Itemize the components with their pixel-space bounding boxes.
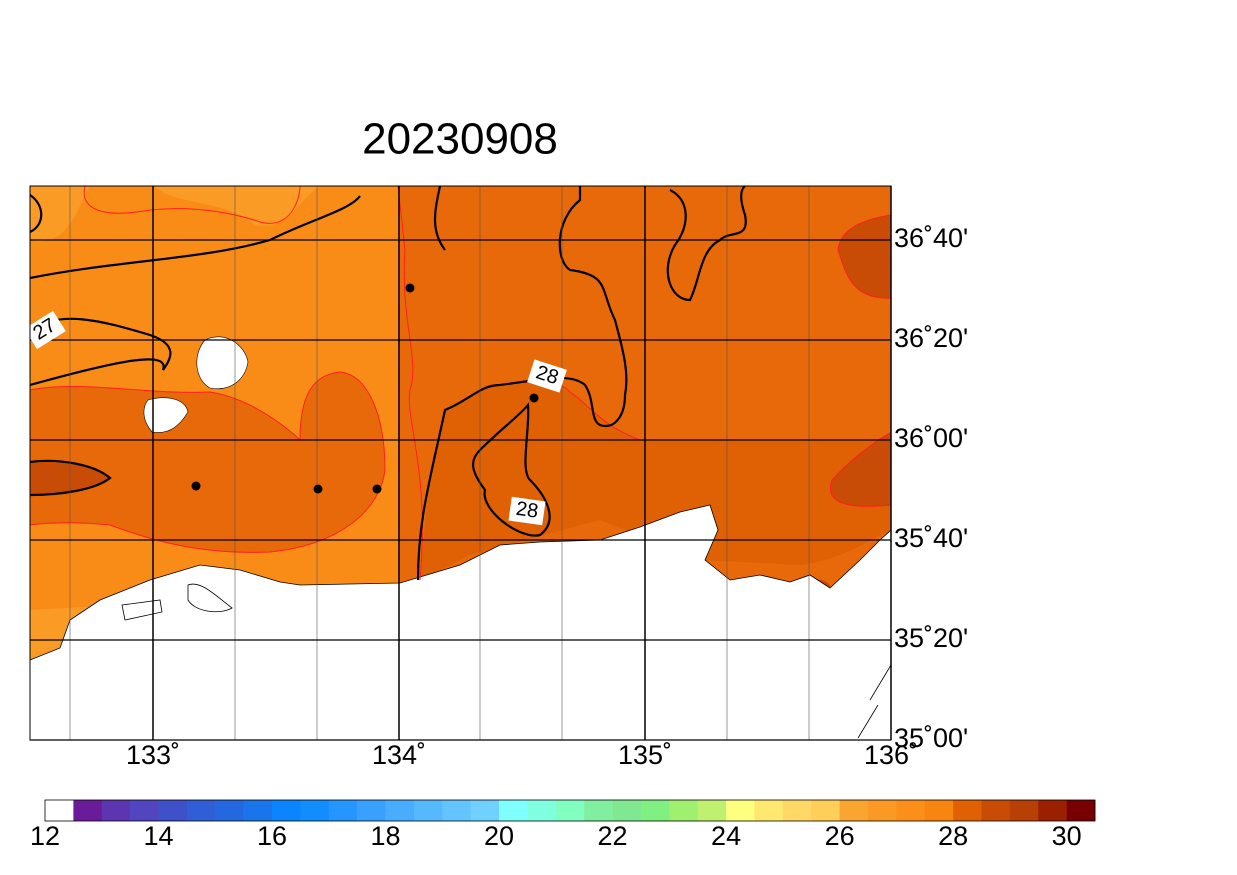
colorbar-box	[924, 800, 954, 821]
colorbar-label: 24	[711, 821, 741, 851]
colorbar-label: 12	[30, 821, 60, 851]
lat-tick-label: 35˚00'	[894, 723, 968, 753]
label-box	[508, 496, 546, 526]
title: 20230908	[362, 115, 558, 164]
colorbar-box	[669, 800, 699, 821]
coast-detail	[121, 583, 892, 739]
station	[405, 283, 415, 293]
label-box	[24, 310, 66, 350]
land	[29, 504, 892, 741]
colorbar-box	[73, 800, 103, 821]
contours	[29, 185, 892, 581]
colorbar-box	[612, 800, 642, 821]
colorbar-box	[726, 800, 755, 821]
field-warmer	[420, 381, 891, 580]
colorbar-box	[186, 800, 216, 821]
minor-grid	[69, 186, 810, 740]
colorbar-box	[981, 800, 1011, 821]
colorbar-box	[839, 800, 869, 821]
lon-tick-label: 135˚	[618, 740, 672, 770]
contour-label: 28	[527, 359, 567, 393]
colorbar-box	[215, 800, 244, 821]
colorbar-box	[385, 800, 415, 821]
colorbar-box	[754, 800, 784, 821]
colorbar-box	[782, 800, 812, 821]
colorbar-label: 30	[1052, 821, 1082, 851]
colorbar-box	[328, 800, 358, 821]
contour-black	[29, 185, 747, 581]
contour-label: 28	[508, 496, 546, 526]
colorbar-box	[1038, 800, 1067, 821]
lat-tick-label: 36˚20'	[894, 323, 968, 353]
colorbar-box	[357, 800, 386, 821]
colorbar-box	[272, 800, 301, 821]
colorbar-label: 18	[371, 821, 401, 851]
colorbar-label: 16	[257, 821, 287, 851]
contour-labels: 27 28 28	[24, 310, 567, 526]
lat-tick-label: 36˚00'	[894, 423, 968, 453]
colorbar-box	[953, 800, 982, 821]
colorbar-label: 22	[598, 821, 628, 851]
label-box	[527, 359, 567, 393]
colorbar-label: 20	[484, 821, 514, 851]
colorbar-frame	[44, 799, 1096, 822]
colorbar-box	[867, 800, 897, 821]
colorbar-box	[640, 800, 670, 821]
lon-tick-label: 133˚	[126, 740, 180, 770]
colorbar-box	[243, 800, 273, 821]
colorbar-box	[130, 800, 159, 821]
colorbar-box	[101, 800, 131, 821]
lat-tick-label: 35˚20'	[894, 623, 968, 653]
colorbar-box	[1066, 800, 1096, 821]
colorbar-box	[584, 800, 613, 821]
colorbar-box	[896, 800, 926, 821]
colorbar-box	[527, 800, 557, 821]
colorbar-label: 14	[143, 821, 173, 851]
lat-tick-label: 35˚40'	[894, 523, 968, 553]
colorbar-box	[555, 800, 585, 821]
lon-tick-label: 136˚	[864, 740, 918, 770]
colorbar-box	[413, 800, 443, 821]
station	[313, 484, 323, 494]
colorbar-box	[811, 800, 840, 821]
lon-tick-label: 134˚	[372, 740, 426, 770]
colorbar-box	[442, 800, 471, 821]
colorbar-box	[158, 800, 188, 821]
colorbar-label: 28	[938, 821, 968, 851]
colorbar-label: 26	[825, 821, 855, 851]
colorbar-box	[499, 800, 528, 821]
lat-tick-label: 36˚40'	[894, 223, 968, 253]
colorbar-box	[45, 800, 74, 821]
stations	[191, 283, 539, 494]
map-fields	[29, 186, 892, 741]
map-frame	[29, 185, 892, 741]
colorbar-box	[697, 800, 727, 821]
station	[529, 393, 539, 403]
contour-label-text: 28	[515, 498, 540, 523]
station	[372, 484, 382, 494]
colorbar-box	[300, 800, 330, 821]
colorbar-box	[470, 800, 500, 821]
station	[191, 481, 201, 491]
colorbar-box	[1009, 800, 1039, 821]
